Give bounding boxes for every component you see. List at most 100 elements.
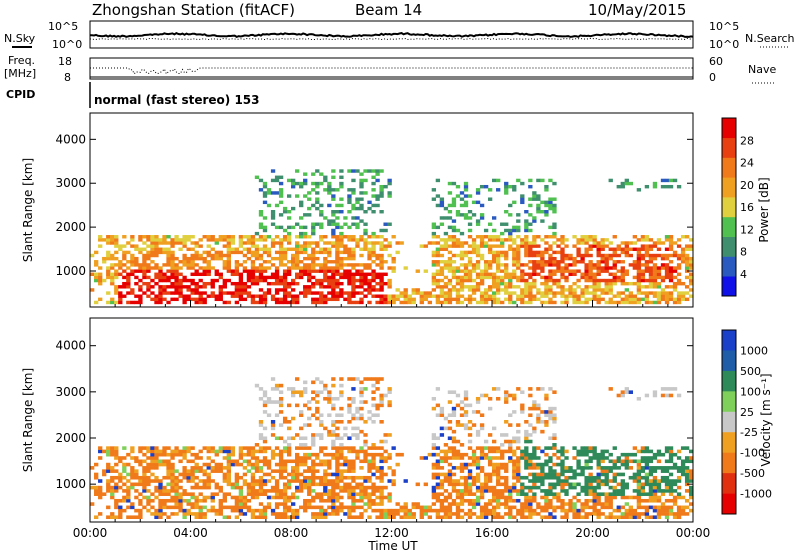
power-cell	[166, 291, 171, 295]
velocity-cell	[158, 452, 163, 457]
velocity-cell	[258, 485, 264, 490]
velocity-cell	[471, 459, 477, 464]
power-cell	[576, 269, 581, 273]
velocity-cell	[226, 469, 231, 473]
power-colorbar-segment	[722, 118, 736, 139]
power-cell	[379, 294, 384, 298]
velocity-cell	[524, 449, 529, 454]
power-cell	[182, 278, 187, 283]
velocity-cell	[262, 489, 268, 493]
power-cell	[520, 194, 525, 198]
power-cell	[672, 285, 678, 289]
power-cell	[560, 266, 565, 270]
power-cell	[588, 278, 593, 283]
power-cell	[540, 178, 545, 183]
velocity-cell	[379, 456, 384, 460]
velocity-cell	[170, 466, 175, 470]
velocity-cell	[592, 475, 597, 480]
power-cell	[367, 263, 372, 267]
velocity-cell	[504, 512, 509, 516]
power-cell	[166, 247, 171, 251]
velocity-cell	[303, 390, 308, 394]
power-cell	[222, 235, 227, 239]
velocity-cell	[584, 515, 589, 520]
velocity-cell	[620, 489, 625, 493]
velocity-cell	[676, 475, 682, 480]
velocity-cell	[154, 446, 159, 450]
power-cell	[367, 247, 372, 251]
velocity-cell	[347, 489, 352, 493]
velocity-cell	[524, 492, 529, 496]
velocity-cell	[230, 508, 236, 513]
velocity-cell	[632, 515, 638, 520]
power-cell	[556, 281, 561, 286]
velocity-cell	[355, 426, 360, 431]
power-cell	[319, 263, 324, 267]
power-cell	[307, 253, 312, 258]
power-cell	[620, 241, 625, 245]
power-cell	[174, 278, 179, 283]
power-cell	[142, 253, 147, 258]
power-cell	[106, 300, 111, 305]
power-cell	[182, 263, 187, 267]
power-cell	[299, 272, 304, 277]
velocity-cell	[447, 436, 453, 441]
power-cell	[114, 244, 119, 248]
power-cell	[162, 297, 167, 302]
velocity-cell	[479, 449, 485, 454]
power-cell	[383, 297, 388, 302]
power-cell	[524, 278, 529, 283]
beam-label: Beam 14	[355, 1, 422, 19]
power-cell	[230, 272, 236, 277]
power-cell	[339, 175, 344, 180]
velocity-cell	[327, 413, 332, 418]
power-cell	[596, 288, 601, 292]
power-cell	[516, 297, 521, 302]
velocity-cell	[612, 492, 617, 496]
velocity-cell	[632, 446, 638, 450]
power-cell	[250, 269, 256, 273]
velocity-cell	[588, 512, 593, 516]
velocity-cell	[291, 416, 296, 421]
velocity-cell	[544, 508, 549, 513]
velocity-cell	[303, 403, 308, 408]
velocity-cell	[122, 498, 127, 503]
velocity-cell	[403, 502, 408, 506]
velocity-cell	[608, 502, 613, 506]
power-cell	[214, 238, 219, 242]
power-cell	[435, 260, 441, 264]
power-cell	[652, 281, 658, 286]
power-cell	[504, 184, 509, 189]
power-cell	[315, 250, 320, 255]
velocity-cell	[218, 512, 223, 516]
velocity-cell	[556, 498, 561, 503]
power-cell	[154, 275, 159, 280]
power-cell	[451, 253, 457, 258]
power-cell	[528, 250, 533, 255]
power-cell	[206, 250, 211, 255]
velocity-cell	[447, 508, 453, 513]
power-cell	[676, 300, 682, 305]
velocity-cell	[379, 377, 384, 381]
noise-panel-frame	[89, 20, 694, 49]
velocity-cell	[130, 466, 135, 470]
velocity-cell	[206, 462, 211, 467]
power-cell	[656, 275, 662, 280]
velocity-cell	[684, 489, 690, 493]
power-cell	[230, 294, 236, 298]
power-cell	[668, 278, 674, 283]
power-cell	[106, 269, 111, 273]
velocity-cell	[580, 505, 585, 510]
power-cell	[170, 256, 175, 261]
velocity-cell	[536, 456, 541, 460]
power-cell	[98, 235, 103, 239]
velocity-cell	[624, 502, 629, 506]
velocity-cell	[528, 466, 533, 470]
velocity-cell	[459, 452, 465, 457]
freq-tick-top: 18	[58, 55, 72, 68]
velocity-cell	[218, 498, 223, 503]
velocity-cell	[270, 433, 276, 437]
power-cell	[194, 263, 199, 267]
velocity-cell	[411, 512, 416, 516]
